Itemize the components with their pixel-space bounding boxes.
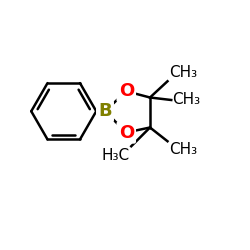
Text: CH₃: CH₃	[172, 92, 201, 108]
Text: O: O	[119, 82, 134, 100]
Text: O: O	[119, 124, 134, 142]
Text: CH₃: CH₃	[169, 142, 197, 158]
Text: B: B	[98, 102, 112, 120]
Text: CH₃: CH₃	[169, 65, 197, 80]
Text: H₃C: H₃C	[102, 148, 130, 162]
